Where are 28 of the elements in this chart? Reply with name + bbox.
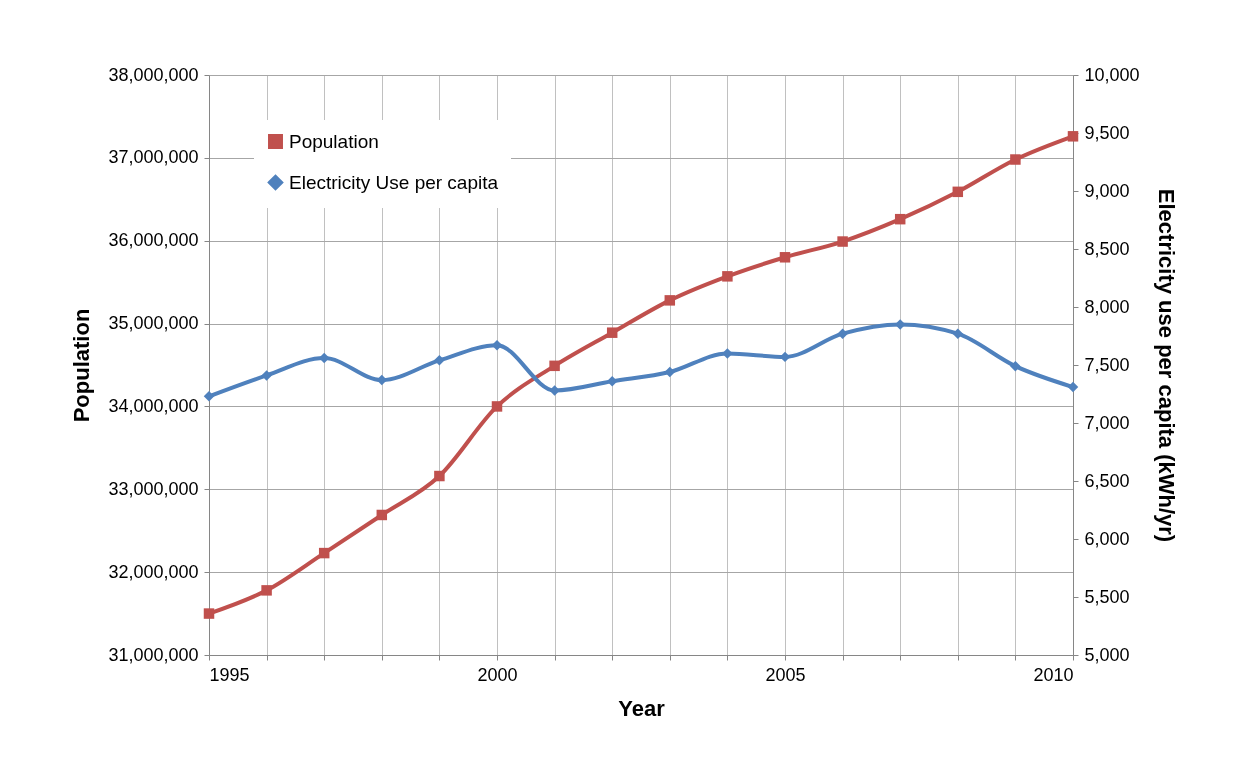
y-tick-label: 33,000,000 bbox=[108, 478, 199, 499]
y2-tick-label: 6,500 bbox=[1084, 470, 1130, 491]
y-tick-label: 36,000,000 bbox=[108, 230, 199, 251]
y2-tick-label: 6,000 bbox=[1084, 528, 1130, 549]
y2-tick-label: 5,000 bbox=[1084, 644, 1130, 665]
y2-tick-label: 7,500 bbox=[1084, 354, 1130, 375]
y2-tick-label: 9,000 bbox=[1084, 180, 1130, 201]
y2-tick-label: 9,500 bbox=[1084, 122, 1130, 143]
x-tick-label: 2000 bbox=[477, 664, 518, 685]
legend-label: Population bbox=[289, 130, 379, 152]
y-tick-label: 32,000,000 bbox=[108, 561, 199, 582]
y2-tick-label: 7,000 bbox=[1084, 412, 1130, 433]
y-tick-label: 34,000,000 bbox=[108, 395, 199, 416]
y2-axis-title: Electricity use per capita (kWh/yr) bbox=[1153, 188, 1179, 543]
y2-tick-label: 5,500 bbox=[1084, 586, 1130, 607]
y2-tick-label: 10,000 bbox=[1084, 64, 1140, 85]
x-tick-label: 2005 bbox=[765, 664, 806, 685]
x-tick-label: 1995 bbox=[209, 664, 250, 685]
y-axis-title: Population bbox=[69, 308, 95, 423]
y-tick-label: 31,000,000 bbox=[108, 644, 199, 665]
y2-tick-label: 8,500 bbox=[1084, 238, 1130, 259]
legend-label: Electricity Use per capita bbox=[289, 171, 499, 193]
x-tick-label: 2010 bbox=[1033, 664, 1074, 685]
y-tick-label: 35,000,000 bbox=[108, 313, 199, 334]
y-tick-label: 37,000,000 bbox=[108, 147, 199, 168]
y2-tick-label: 8,000 bbox=[1084, 296, 1130, 317]
y-tick-label: 38,000,000 bbox=[108, 64, 199, 85]
x-axis-title: Year bbox=[618, 695, 666, 721]
